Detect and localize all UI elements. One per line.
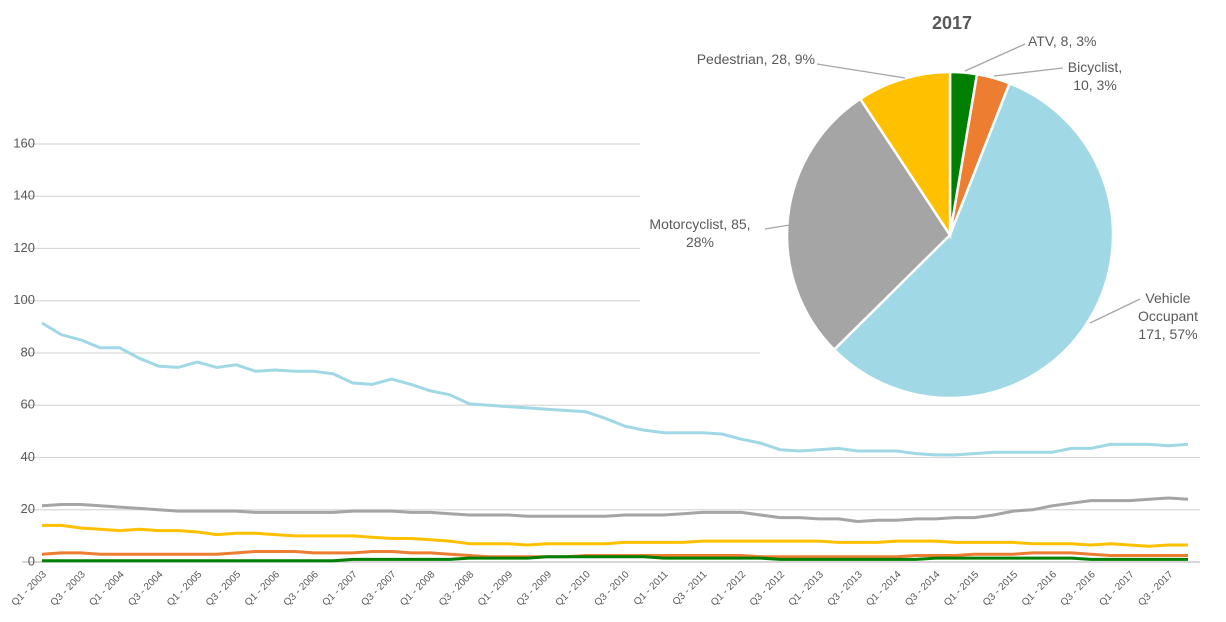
data-label: Vehicle Occupant 171, 57% — [1138, 290, 1198, 342]
y-tick-label: 120 — [13, 240, 35, 255]
leader-line — [964, 43, 1026, 72]
series-line — [41, 496, 1189, 523]
x-tick-label: Q1 - 2012 — [709, 569, 749, 609]
leader-line — [764, 224, 791, 230]
leader-line — [1089, 298, 1141, 324]
series-line — [42, 523, 1188, 548]
lines — [41, 321, 1189, 563]
x-tick-label: Q1 - 2006 — [243, 569, 283, 609]
pie-title: 2017 — [932, 13, 972, 33]
pie-slice — [785, 97, 952, 352]
x-tick-label: Q1 - 2009 — [476, 569, 516, 609]
leader-line — [816, 63, 906, 79]
y-tick-label: 140 — [13, 188, 35, 203]
y-tick-label: 20 — [21, 501, 35, 516]
x-tick-label: Q1 - 2013 — [787, 569, 827, 609]
x-tick-label: Q3 - 2009 — [515, 569, 555, 609]
leader-line — [993, 67, 1064, 77]
data-label: ATV, 8, 3% — [1028, 33, 1096, 49]
x-tick-label: Q1 - 2011 — [632, 569, 671, 608]
pie-slice — [858, 70, 952, 240]
x-tick-label: Q3 - 2004 — [126, 569, 166, 609]
x-tick-label: Q3 - 2012 — [748, 569, 788, 609]
x-tick-label: Q3 - 2017 — [1136, 569, 1176, 609]
x-tick-label: Q1 - 2004 — [87, 569, 127, 609]
x-tick-label: Q3 - 2010 — [592, 569, 632, 609]
y-tick-label: 60 — [21, 397, 35, 412]
y-tick-label: 80 — [21, 344, 35, 359]
x-tick-label: Q1 - 2008 — [398, 569, 438, 609]
x-tick-label: Q1 - 2005 — [165, 569, 205, 609]
x-tick-label: Q3 - 2016 — [1059, 569, 1099, 609]
x-tick-label: Q1 - 2003 — [10, 569, 50, 609]
data-label: Motorcyclist, 85, 28% — [649, 216, 750, 250]
y-tick-label: 40 — [21, 449, 35, 464]
pie-slice — [832, 81, 1115, 400]
x-tick-label: Q1 - 2014 — [864, 569, 904, 609]
x-tick-label: Q3 - 2015 — [981, 569, 1021, 609]
x-tick-label: Q3 - 2006 — [282, 569, 322, 609]
x-tick-label: Q1 - 2007 — [321, 569, 361, 609]
x-tick-label: Q3 - 2008 — [437, 569, 477, 609]
y-tick-label: 0 — [28, 553, 35, 568]
y-tick-label: 100 — [13, 292, 35, 307]
y-tick-label: 160 — [13, 135, 35, 150]
x-tick-label: Q1 - 2015 — [942, 569, 982, 609]
x-tick-label: Q3 - 2011 — [671, 569, 710, 608]
x-tick-label: Q3 - 2013 — [826, 569, 866, 609]
x-tick-label: Q1 - 2017 — [1097, 569, 1137, 609]
x-tick-label: Q3 - 2003 — [49, 569, 89, 609]
x-tick-label: Q3 - 2005 — [204, 569, 244, 609]
x-tick-label: Q3 - 2007 — [359, 569, 399, 609]
data-label: Bicyclist, 10, 3% — [1068, 59, 1122, 93]
x-tick-label: Q1 - 2016 — [1020, 569, 1060, 609]
series-line — [42, 555, 1188, 563]
x-tick-label: Q3 - 2014 — [903, 569, 943, 609]
pie — [785, 70, 1115, 400]
series-line — [41, 321, 1189, 457]
data-label: Pedestrian, 28, 9% — [697, 51, 815, 67]
x-tick-label: Q1 - 2010 — [554, 569, 594, 609]
